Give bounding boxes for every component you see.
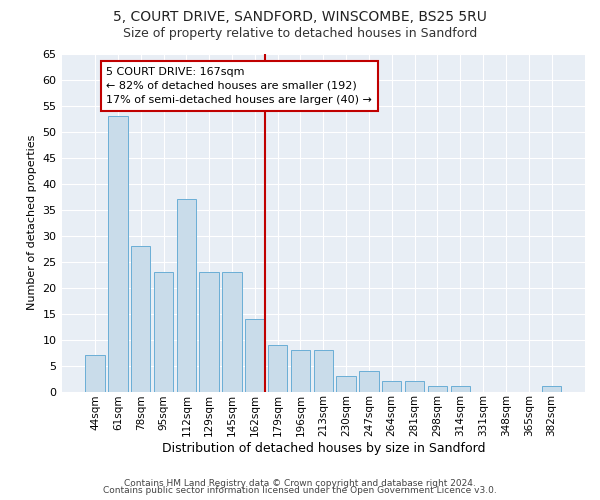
Bar <box>291 350 310 392</box>
Bar <box>222 272 242 392</box>
Bar <box>428 386 447 392</box>
Bar <box>337 376 356 392</box>
Bar <box>108 116 128 392</box>
Bar <box>405 381 424 392</box>
Bar <box>451 386 470 392</box>
Bar <box>131 246 151 392</box>
Bar <box>85 355 105 392</box>
Bar <box>245 319 265 392</box>
X-axis label: Distribution of detached houses by size in Sandford: Distribution of detached houses by size … <box>161 442 485 455</box>
Y-axis label: Number of detached properties: Number of detached properties <box>27 135 37 310</box>
Text: 5 COURT DRIVE: 167sqm
← 82% of detached houses are smaller (192)
17% of semi-det: 5 COURT DRIVE: 167sqm ← 82% of detached … <box>106 67 373 105</box>
Bar <box>359 371 379 392</box>
Bar <box>176 200 196 392</box>
Bar <box>199 272 219 392</box>
Text: Contains public sector information licensed under the Open Government Licence v3: Contains public sector information licen… <box>103 486 497 495</box>
Text: Contains HM Land Registry data © Crown copyright and database right 2024.: Contains HM Land Registry data © Crown c… <box>124 478 476 488</box>
Bar <box>268 345 287 392</box>
Bar <box>382 381 401 392</box>
Text: Size of property relative to detached houses in Sandford: Size of property relative to detached ho… <box>123 28 477 40</box>
Bar <box>542 386 561 392</box>
Bar <box>154 272 173 392</box>
Bar <box>314 350 333 392</box>
Text: 5, COURT DRIVE, SANDFORD, WINSCOMBE, BS25 5RU: 5, COURT DRIVE, SANDFORD, WINSCOMBE, BS2… <box>113 10 487 24</box>
